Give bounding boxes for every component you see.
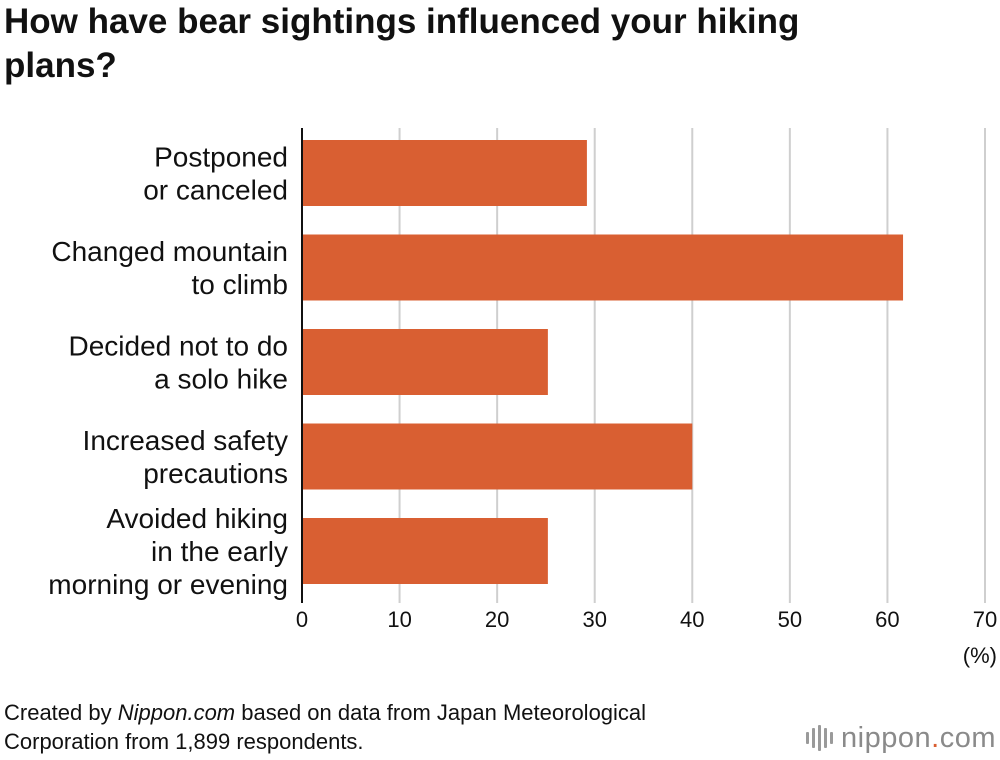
bar (302, 140, 587, 206)
bar (302, 329, 548, 395)
logo-suffix: com (939, 721, 996, 754)
category-label-line: precautions (143, 458, 288, 489)
logo-bars-icon (806, 725, 834, 751)
x-tick-label: 40 (680, 607, 704, 632)
category-label-line: Increased safety (83, 425, 288, 456)
gridlines (398, 128, 986, 603)
category-label: Avoided hiking in the early morning or eve… (48, 503, 288, 600)
category-label-line: in the early (151, 536, 288, 567)
bar-chart: Postponed or canceled Changed mountain to c… (48, 128, 997, 668)
category-label: Increased safety precautions (83, 425, 288, 489)
x-tick-label: 70 (973, 607, 997, 632)
x-tick-label: 20 (485, 607, 509, 632)
credit-rest: based on data from Japan Meteorological … (4, 700, 647, 754)
x-tick-label: 30 (582, 607, 606, 632)
category-label: Changed mountain to climb (51, 236, 288, 300)
category-label-line: a solo hike (154, 364, 288, 395)
category-label-line: Avoided hiking (106, 503, 288, 534)
category-label-line: Postponed (154, 142, 288, 173)
x-axis-unit-label: (%) (963, 643, 997, 668)
category-label-line: to climb (192, 269, 288, 300)
logo-wordmark: nippon.com (841, 722, 996, 755)
source-credit: Created by Nippon.com based on data from… (4, 698, 764, 756)
credit-source: Nippon.com (117, 700, 236, 725)
x-tick-label: 0 (296, 607, 308, 632)
bar (302, 518, 548, 584)
bar (302, 234, 904, 301)
x-tick-label: 10 (387, 607, 411, 632)
x-tick-label: 60 (875, 607, 899, 632)
x-tick-label: 50 (778, 607, 802, 632)
bar (302, 423, 693, 490)
category-labels: Postponed or canceled Changed mountain to c… (48, 142, 288, 601)
nippon-logo: nippon.com (806, 718, 996, 758)
category-label-line: Changed mountain (51, 236, 288, 267)
logo-dot: . (931, 721, 940, 754)
category-label: Decided not to do a solo hike (69, 331, 289, 395)
category-label: Postponed or canceled (143, 142, 288, 206)
category-label-line: Decided not to do (69, 331, 289, 362)
logo-name: nippon (841, 721, 932, 754)
chart-title: How have bear sightings influenced your … (4, 2, 800, 85)
x-tick-labels: 0 10 20 30 40 50 60 70 (296, 607, 997, 632)
category-label-line: or canceled (143, 175, 288, 206)
category-label-line: morning or evening (48, 569, 288, 600)
credit-prefix: Created by (4, 700, 118, 725)
bars (302, 140, 904, 584)
